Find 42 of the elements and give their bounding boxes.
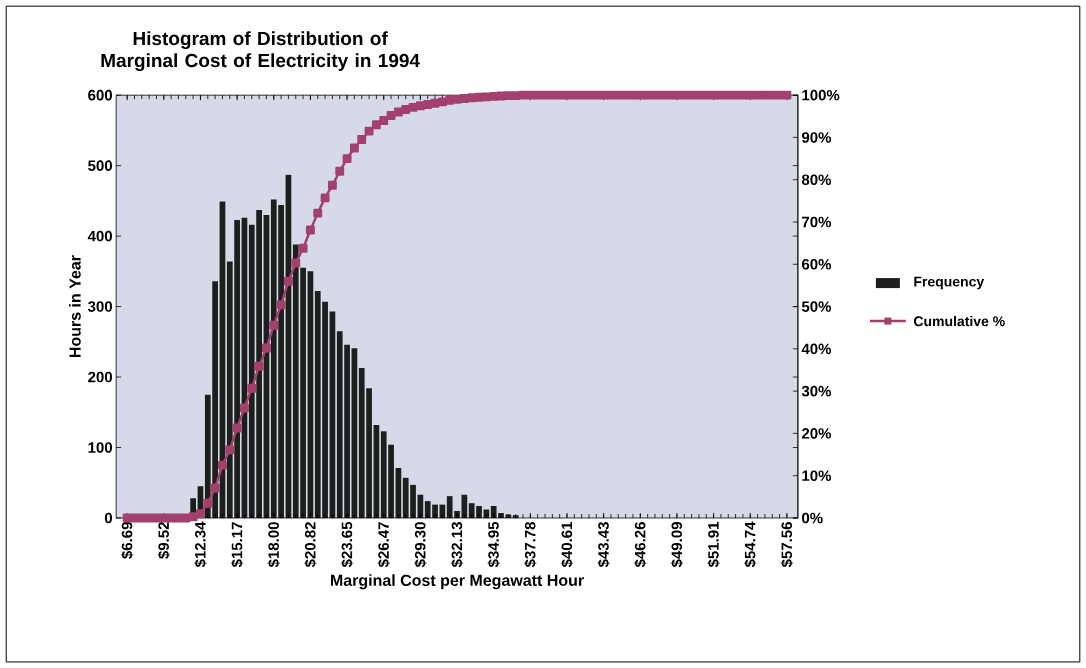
y-tick-label: 600 xyxy=(88,89,112,101)
y-tick-label: 500 xyxy=(88,160,112,171)
x-tick-label: $51.91 xyxy=(707,521,720,568)
x-tick-label: $40.61 xyxy=(560,521,574,568)
x-tick-label: $26.47 xyxy=(377,522,390,568)
x-tick-label: $29.30 xyxy=(414,522,427,568)
y-tick-label: 300 xyxy=(87,301,112,312)
x-tick-label: $20.82 xyxy=(304,522,317,568)
x-axis-title: Marginal Cost per Megawatt Hour xyxy=(331,574,584,590)
y-tick-label: 400 xyxy=(87,230,112,242)
x-tick-label: $12.34 xyxy=(194,521,207,568)
x-tick-label: $15.17 xyxy=(230,522,244,568)
y2-tick-label: 60% xyxy=(801,258,832,270)
x-tick-label: $43.43 xyxy=(597,522,610,568)
x-tick-label: $34.95 xyxy=(487,521,500,568)
x-tick-label: $46.26 xyxy=(634,522,647,568)
x-tick-label: $49.09 xyxy=(670,522,684,568)
x-tick-label: $9.52 xyxy=(157,522,170,559)
y2-tick-label: 0% xyxy=(802,512,823,524)
x-tick-label: $18.00 xyxy=(267,522,280,568)
y-tick-label: 100 xyxy=(88,442,112,453)
y2-tick-label: 100% xyxy=(802,89,840,101)
legend-label: Cumulative % xyxy=(913,315,1005,327)
x-tick-label: $23.65 xyxy=(340,521,354,568)
y-tick-label: 200 xyxy=(88,371,112,383)
chart-title: Histogram of Distribution of Marginal Cost of Electricity in 1994 xyxy=(101,31,420,71)
y2-tick-label: 30% xyxy=(801,385,832,397)
legend-label: Frequency xyxy=(914,276,985,290)
x-tick-label: $32.13 xyxy=(450,522,464,568)
y-tick-label: 0 xyxy=(104,512,113,524)
y2-tick-label: 10% xyxy=(802,470,832,481)
x-tick-label: $6.69 xyxy=(121,522,134,559)
y-axis-title: Hours in Year xyxy=(69,255,81,358)
y2-tick-label: 90% xyxy=(801,132,832,143)
x-tick-label: $37.78 xyxy=(524,521,537,568)
x-tick-label: $57.56 xyxy=(780,522,794,568)
x-tick-label: $54.74 xyxy=(744,521,757,568)
y2-tick-label: 50% xyxy=(801,301,832,312)
y2-tick-label: 70% xyxy=(802,216,832,228)
y2-tick-label: 20% xyxy=(801,428,832,439)
y2-tick-label: 80% xyxy=(801,174,832,185)
y2-tick-label: 40% xyxy=(801,343,832,355)
